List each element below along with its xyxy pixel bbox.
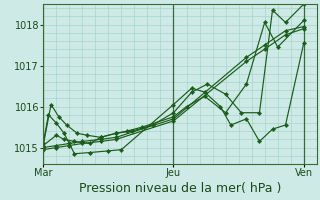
X-axis label: Pression niveau de la mer( hPa ): Pression niveau de la mer( hPa ) bbox=[79, 182, 281, 195]
